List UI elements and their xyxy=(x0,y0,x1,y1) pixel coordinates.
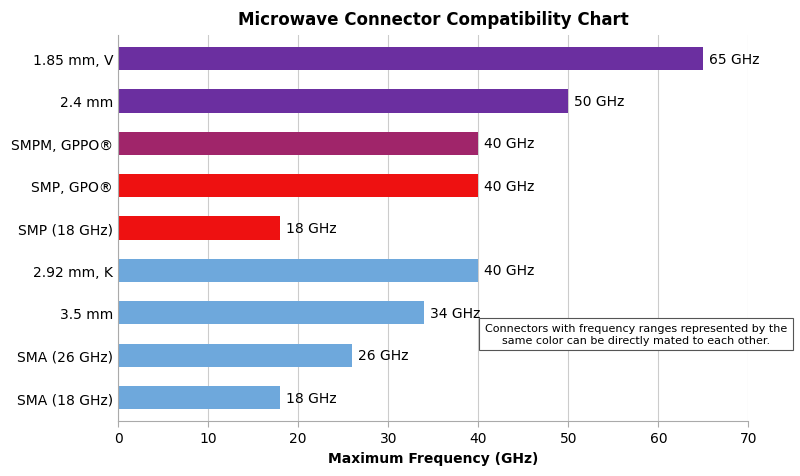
Bar xyxy=(118,217,280,240)
Bar xyxy=(118,302,424,325)
Title: Microwave Connector Compatibility Chart: Microwave Connector Compatibility Chart xyxy=(238,11,629,29)
Bar xyxy=(118,90,568,113)
Text: 50 GHz: 50 GHz xyxy=(574,95,624,109)
Text: 65 GHz: 65 GHz xyxy=(709,52,759,66)
Bar xyxy=(118,259,478,283)
X-axis label: Maximum Frequency (GHz): Maximum Frequency (GHz) xyxy=(328,451,538,465)
Text: 40 GHz: 40 GHz xyxy=(484,137,534,151)
Bar xyxy=(118,48,703,71)
Text: Connectors with frequency ranges represented by the
same color can be directly m: Connectors with frequency ranges represe… xyxy=(485,324,787,345)
Bar xyxy=(118,344,352,367)
Text: 18 GHz: 18 GHz xyxy=(286,222,336,236)
Text: 26 GHz: 26 GHz xyxy=(358,348,408,362)
Bar xyxy=(118,175,478,198)
Text: 18 GHz: 18 GHz xyxy=(286,391,336,405)
Bar xyxy=(118,386,280,409)
Text: 40 GHz: 40 GHz xyxy=(484,179,534,193)
Bar xyxy=(118,132,478,156)
Text: 40 GHz: 40 GHz xyxy=(484,264,534,278)
Text: 34 GHz: 34 GHz xyxy=(430,306,480,320)
